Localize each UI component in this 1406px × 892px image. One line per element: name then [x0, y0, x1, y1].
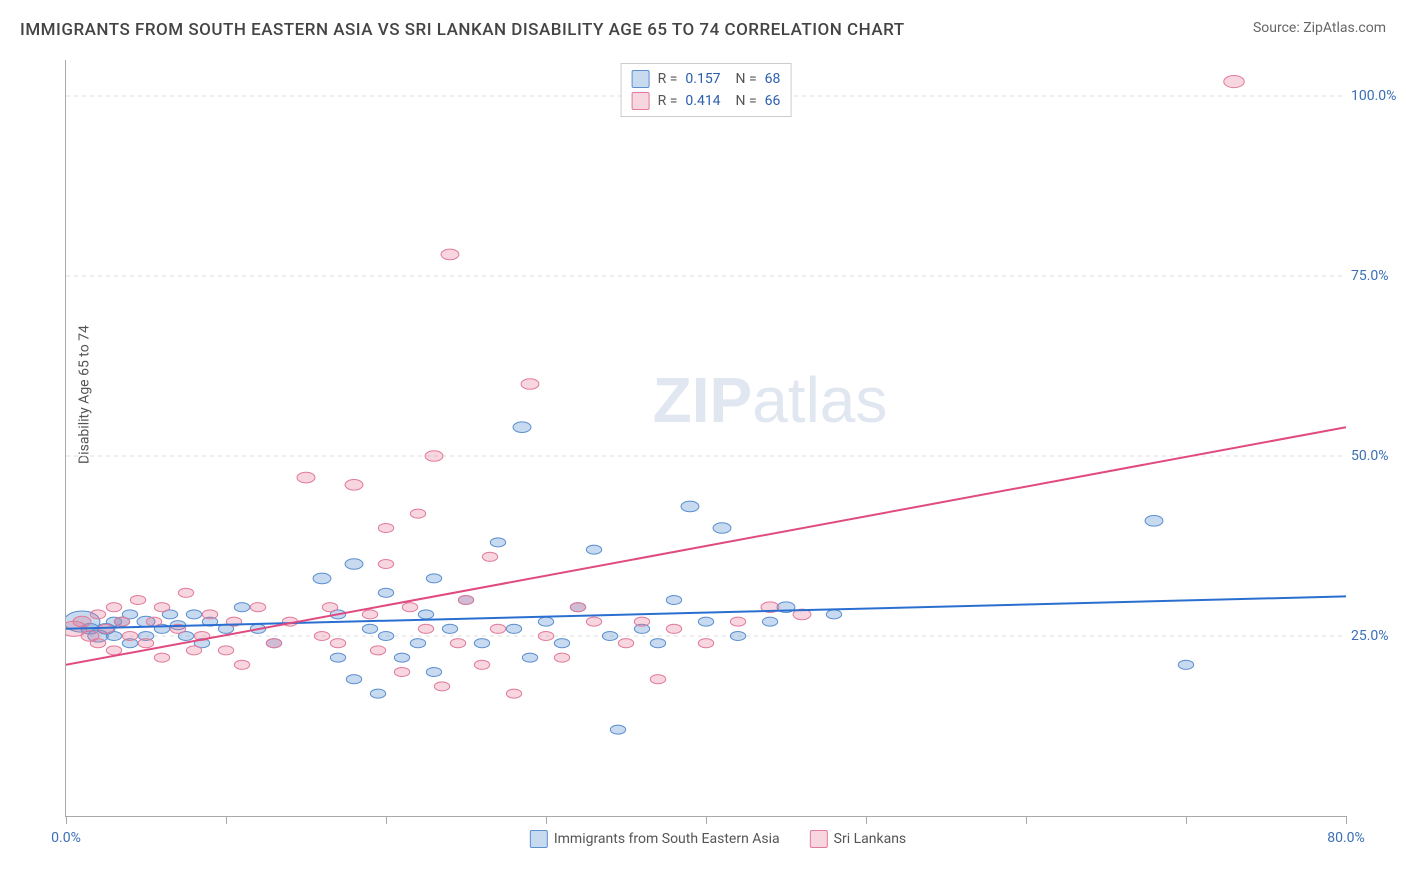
- chart-container: Disability Age 65 to 74 ZIPatlas R = 0.1…: [50, 60, 1386, 852]
- legend-n-label: N =: [729, 71, 757, 87]
- scatter-svg: [66, 60, 1346, 816]
- x-tick: [226, 816, 227, 824]
- y-tick-label: 25.0%: [1351, 628, 1396, 644]
- legend-swatch: [810, 830, 828, 848]
- x-tick-label: 0.0%: [51, 830, 81, 846]
- x-tick: [866, 816, 867, 824]
- legend-series-label: Sri Lankans: [834, 831, 907, 847]
- legend-r-value: 0.414: [685, 93, 720, 109]
- x-tick: [1026, 816, 1027, 824]
- y-tick-label: 100.0%: [1351, 88, 1396, 104]
- legend-r-value: 0.157: [685, 71, 720, 87]
- y-tick-label: 75.0%: [1351, 268, 1396, 284]
- legend-r-label: R =: [658, 71, 678, 87]
- source-label: Source: ZipAtlas.com: [1253, 20, 1386, 36]
- x-tick-label: 80.0%: [1327, 830, 1365, 846]
- legend-r-label: R =: [658, 93, 678, 109]
- x-tick: [706, 816, 707, 824]
- legend-n-value: 68: [765, 71, 781, 87]
- legend-swatch: [632, 92, 650, 110]
- plot-area: ZIPatlas R = 0.157 N = 68 R = 0.414 N = …: [65, 60, 1346, 817]
- legend-correlation-row: R = 0.157 N = 68: [632, 68, 781, 90]
- x-tick: [386, 816, 387, 824]
- legend-correlation: R = 0.157 N = 68 R = 0.414 N = 66: [621, 63, 792, 117]
- legend-n-value: 66: [765, 93, 781, 109]
- x-tick: [546, 816, 547, 824]
- legend-swatch: [632, 70, 650, 88]
- legend-swatch: [530, 830, 548, 848]
- x-tick: [1186, 816, 1187, 824]
- legend-series-item: Immigrants from South Eastern Asia: [530, 830, 780, 848]
- x-tick: [1346, 816, 1347, 824]
- x-tick: [66, 816, 67, 824]
- legend-n-label: N =: [729, 93, 757, 109]
- legend-series-label: Immigrants from South Eastern Asia: [554, 831, 780, 847]
- chart-title: IMMIGRANTS FROM SOUTH EASTERN ASIA VS SR…: [20, 20, 905, 40]
- legend-correlation-row: R = 0.414 N = 66: [632, 90, 781, 112]
- legend-series-item: Sri Lankans: [810, 830, 907, 848]
- y-tick-label: 50.0%: [1351, 448, 1396, 464]
- legend-series: Immigrants from South Eastern Asia Sri La…: [530, 830, 906, 848]
